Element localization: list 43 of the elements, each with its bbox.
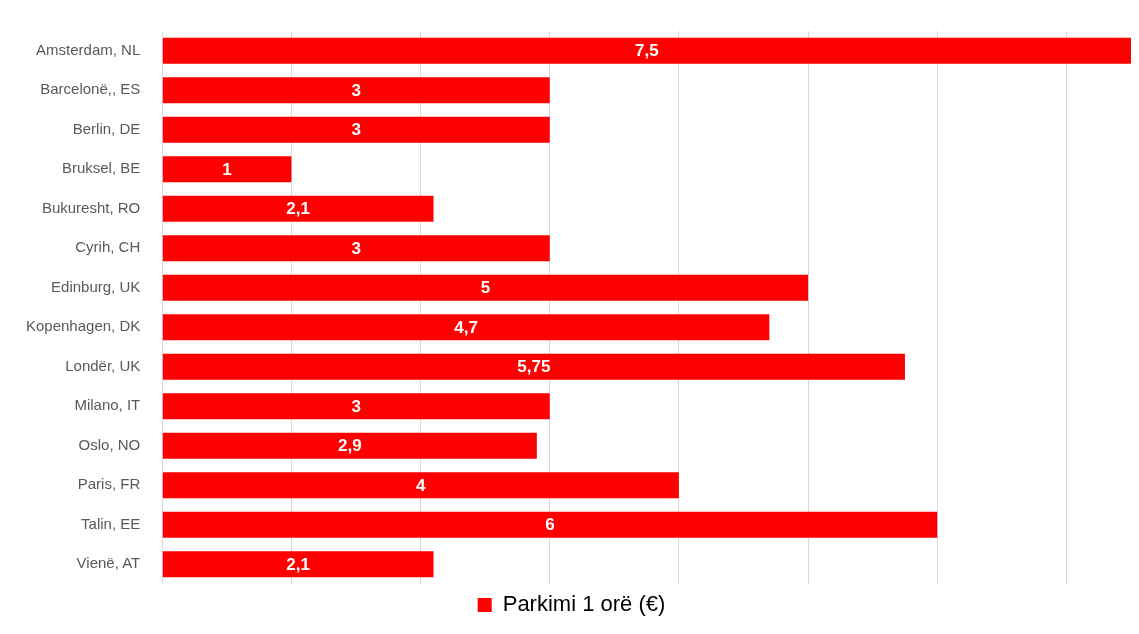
data-label: 3 (351, 238, 361, 258)
bar (162, 551, 434, 578)
bar (162, 393, 550, 420)
bar (162, 195, 434, 222)
y-tick-label: Barcelonë,, ES (40, 80, 141, 98)
data-label: 5,75 (517, 357, 551, 377)
bar (162, 116, 550, 143)
data-label: 2,1 (286, 199, 310, 219)
data-label: 2,1 (286, 554, 310, 574)
data-label: 4,7 (454, 317, 478, 337)
data-label: 1 (222, 159, 232, 179)
bar (162, 235, 550, 262)
data-label: 6 (545, 515, 555, 535)
bar (162, 37, 1131, 64)
bar (162, 353, 905, 380)
data-label: 3 (351, 80, 361, 100)
y-tick-label: Paris, FR (77, 475, 141, 493)
y-tick-label: Bukuresht, RO (41, 198, 141, 216)
data-label: 2,9 (337, 436, 362, 456)
data-label: 4 (416, 475, 427, 495)
bar (162, 274, 809, 301)
y-tick-label: Edinburg, UK (51, 277, 141, 295)
bar (162, 314, 770, 341)
data-label: 3 (351, 396, 361, 416)
y-tick-label: Bruksel, BE (61, 159, 141, 177)
data-label: 3 (351, 120, 361, 140)
bar (162, 432, 537, 459)
y-tick-label: Berlin, DE (72, 119, 141, 137)
y-tick-label: Londër, UK (65, 356, 141, 374)
bar (162, 156, 292, 183)
y-tick-label: Talin, EE (81, 514, 141, 532)
data-label: 7,5 (635, 41, 659, 61)
legend-label: Parkimi 1 orë (€) (502, 591, 666, 617)
y-tick-label: Cyrih, CH (75, 238, 141, 256)
bar (162, 77, 550, 104)
bar (162, 511, 938, 538)
y-tick-label: Vienë, AT (76, 554, 141, 572)
y-tick-label: Kopenhagen, DK (25, 317, 141, 335)
bar (162, 472, 679, 499)
y-tick-label: Oslo, NO (78, 435, 141, 453)
y-tick-label: Milano, IT (74, 396, 141, 414)
data-label: 5 (480, 278, 491, 298)
y-tick-label: Amsterdam, NL (36, 40, 141, 58)
